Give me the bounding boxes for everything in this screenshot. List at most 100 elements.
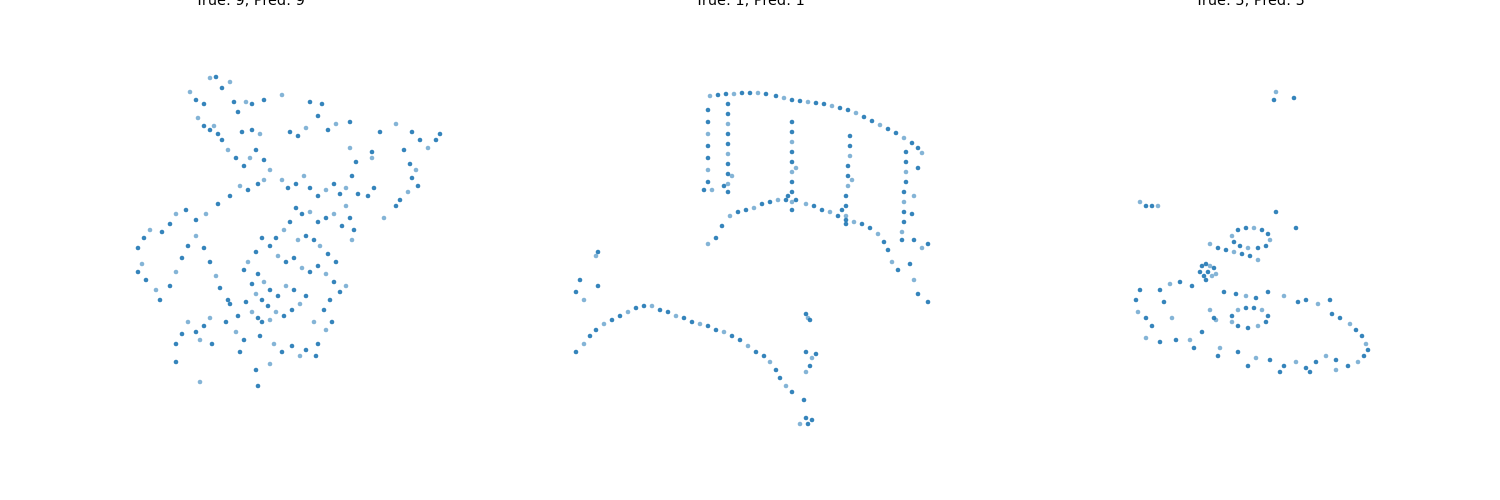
scatter-point — [723, 91, 729, 97]
scatter-point — [315, 193, 321, 199]
scatter-point — [843, 193, 849, 199]
scatter-point — [267, 361, 273, 367]
scatter-point — [259, 297, 265, 303]
scatter-point — [271, 341, 277, 347]
scatter-point — [755, 90, 761, 96]
scatter-point — [847, 153, 853, 159]
scatter-point — [725, 181, 731, 187]
scatter-point — [1273, 209, 1279, 215]
scatter-point — [845, 183, 851, 189]
scatter-point — [1205, 269, 1211, 275]
scatter-point — [1263, 243, 1269, 249]
scatter-point — [789, 129, 795, 135]
scatter-point — [143, 277, 149, 283]
scatter-point — [1303, 297, 1309, 303]
scatter-point — [201, 101, 207, 107]
scatter-point — [333, 121, 339, 127]
scatter-point — [311, 319, 317, 325]
scatter-point — [901, 199, 907, 205]
scatter-point — [329, 319, 335, 325]
scatter-point — [1323, 353, 1329, 359]
scatter-point — [715, 92, 721, 98]
scatter-point — [1229, 313, 1235, 319]
scatter-point — [909, 140, 915, 146]
scatter-point — [369, 149, 375, 155]
scatter-point — [909, 211, 915, 217]
scatter-point — [861, 114, 867, 120]
scatter-point — [803, 311, 809, 317]
scatter-point — [793, 197, 799, 203]
scatter-point — [259, 319, 265, 325]
scatter-point — [843, 217, 849, 223]
scatter-point — [1199, 263, 1205, 269]
point-cloud — [135, 74, 443, 389]
scatter-point — [307, 185, 313, 191]
scatter-point — [1253, 355, 1259, 361]
scatter-point — [173, 211, 179, 217]
scatter-point — [353, 159, 359, 165]
scatter-point — [197, 379, 203, 385]
scatter-point — [1353, 327, 1359, 333]
scatter-point — [173, 359, 179, 365]
scatter-point — [287, 219, 293, 225]
scatter-point — [267, 317, 273, 323]
scatter-point — [415, 183, 421, 189]
scatter-point — [1239, 251, 1245, 257]
scatter-point — [135, 245, 141, 251]
scatter-point — [295, 237, 301, 243]
scatter-point — [1291, 95, 1297, 101]
scatter-point — [267, 287, 273, 293]
scatter-point — [201, 245, 207, 251]
scatter-point — [1337, 315, 1343, 321]
scatter-point — [803, 201, 809, 207]
scatter-point — [773, 367, 779, 373]
scatter-point — [239, 129, 245, 135]
scatter-point — [289, 343, 295, 349]
scatter-point — [705, 167, 711, 173]
scatter-point — [641, 303, 647, 309]
scatter-point — [751, 205, 757, 211]
scatter-point — [227, 79, 233, 85]
scatter-point — [649, 303, 655, 309]
scatter-point — [233, 329, 239, 335]
scatter-point — [275, 293, 281, 299]
scatter-point — [845, 163, 851, 169]
scatter-point — [1243, 225, 1249, 231]
scatter-point — [307, 269, 313, 275]
scatter-point — [315, 263, 321, 269]
scatter-point — [903, 169, 909, 175]
scatter-point — [761, 353, 767, 359]
scatter-point — [289, 307, 295, 313]
scatter-point — [261, 279, 267, 285]
scatter-point — [725, 141, 731, 147]
scatter-point — [225, 297, 231, 303]
scatter-point — [331, 279, 337, 285]
scatter-point — [337, 191, 343, 197]
scatter-point — [279, 177, 285, 183]
scatter-point — [1273, 89, 1279, 95]
scatter-point — [1347, 321, 1353, 327]
scatter-point — [851, 219, 857, 225]
scatter-point — [257, 131, 263, 137]
scatter-point — [437, 131, 443, 137]
scatter-point — [227, 301, 233, 307]
point-cloud — [1133, 89, 1371, 375]
scatter-point — [401, 147, 407, 153]
scatter-point — [261, 157, 267, 163]
scatter-point — [247, 155, 253, 161]
scatter-point — [777, 375, 783, 381]
scatter-point — [705, 323, 711, 329]
scatter-point — [705, 107, 711, 113]
subplot-sample-9: True: 9, Pred: 9 — [0, 0, 500, 500]
scatter-point — [347, 215, 353, 221]
scatter-point — [339, 223, 345, 229]
scatter-point — [281, 227, 287, 233]
scatter-point — [237, 349, 243, 355]
scatter-point — [673, 313, 679, 319]
scatter-point — [705, 131, 711, 137]
scatter-point — [1251, 225, 1257, 231]
scatter-point — [141, 235, 147, 241]
scatter-point — [139, 261, 145, 267]
scatter-point — [789, 169, 795, 175]
scatter-point — [343, 185, 349, 191]
